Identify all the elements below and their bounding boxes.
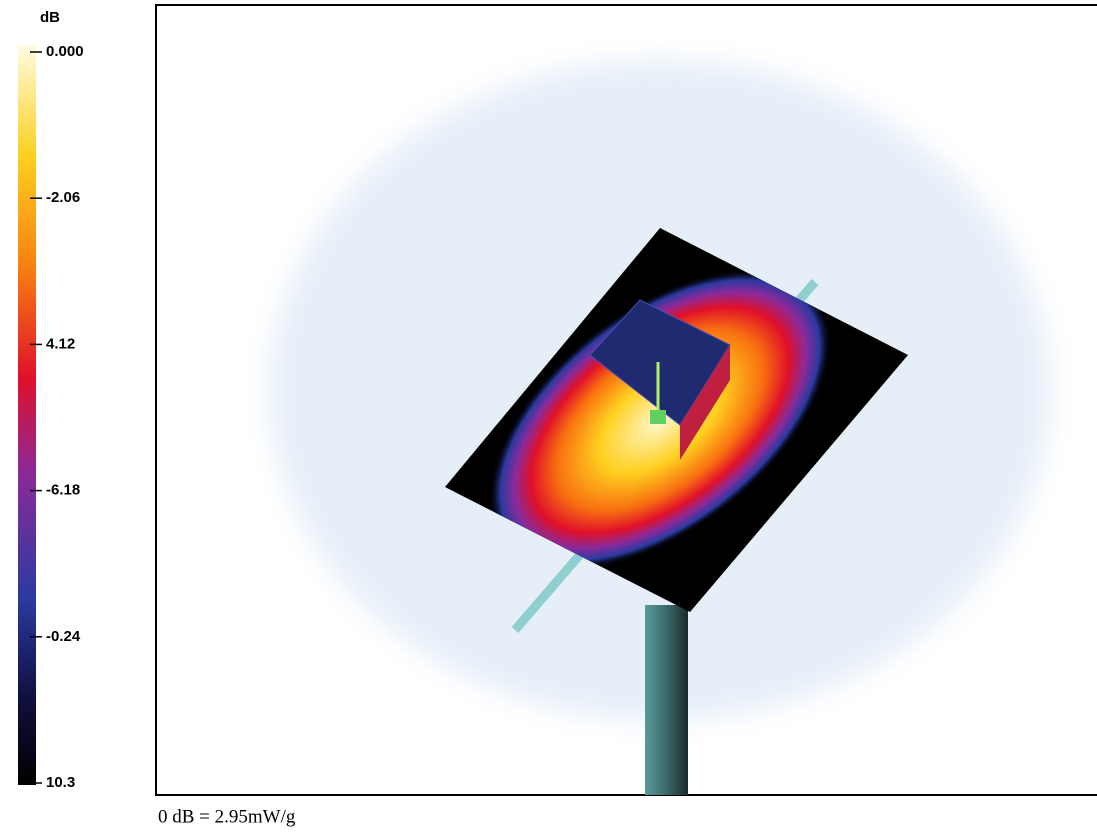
zoom-cube-side xyxy=(680,345,730,460)
caption: 0 dB = 2.95mW/g xyxy=(158,806,296,827)
colorbar-label: -2.06 xyxy=(46,189,80,206)
colorbar-label: -0.24 xyxy=(46,628,81,645)
pole xyxy=(645,605,688,795)
colorbar-label: -6.18 xyxy=(46,482,80,499)
peak-marker xyxy=(650,410,666,424)
colorbar xyxy=(18,45,36,785)
colorbar-label: 0.000 xyxy=(46,43,84,60)
colorbar-unit: dB xyxy=(40,9,60,26)
colorbar-label: 4.12 xyxy=(46,335,75,352)
colorbar-label: 10.3 xyxy=(46,774,75,791)
